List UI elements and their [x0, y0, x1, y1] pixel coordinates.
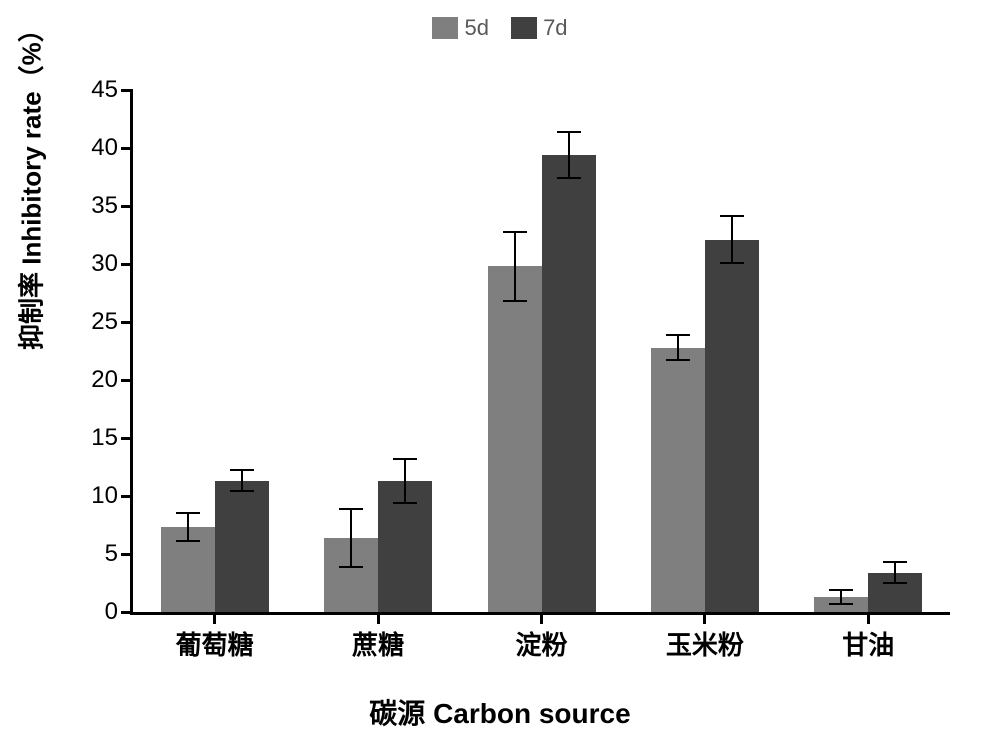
error-bar	[894, 562, 896, 583]
y-tick-label: 25	[73, 308, 118, 336]
error-cap	[230, 469, 254, 471]
legend: 5d 7d	[0, 15, 1000, 45]
y-tick	[121, 321, 133, 324]
x-tick	[213, 612, 216, 624]
y-tick-label: 5	[73, 540, 118, 568]
y-tick	[121, 379, 133, 382]
y-tick-label: 15	[73, 424, 118, 452]
y-tick-label: 30	[73, 250, 118, 278]
error-cap	[393, 458, 417, 460]
legend-item-5d: 5d	[432, 15, 488, 41]
error-bar	[350, 509, 352, 567]
plot-area: 051015202530354045葡萄糖蔗糖淀粉玉米粉甘油	[130, 90, 950, 615]
error-cap	[339, 566, 363, 568]
y-tick	[121, 495, 133, 498]
x-tick	[377, 612, 380, 624]
error-bar	[677, 335, 679, 361]
x-tick-label: 蔗糖	[352, 625, 404, 662]
error-cap	[557, 177, 581, 179]
y-tick	[121, 611, 133, 614]
error-bar	[840, 590, 842, 604]
error-cap	[339, 508, 363, 510]
error-cap	[503, 300, 527, 302]
y-axis-label: 抑制率 Inhibitory rate（%）	[12, 16, 49, 350]
x-tick-label: 葡萄糖	[176, 625, 254, 662]
y-tick	[121, 553, 133, 556]
y-tick-label: 0	[73, 598, 118, 626]
y-tick	[121, 437, 133, 440]
bar-7d	[542, 155, 596, 612]
error-bar	[404, 459, 406, 503]
y-tick	[121, 147, 133, 150]
bar-5d	[651, 348, 705, 612]
y-tick-label: 40	[73, 134, 118, 162]
error-cap	[720, 262, 744, 264]
legend-swatch-5d	[432, 17, 458, 39]
chart-container: 5d 7d 抑制率 Inhibitory rate（%） 05101520253…	[0, 0, 1000, 750]
error-cap	[829, 603, 853, 605]
error-cap	[883, 561, 907, 563]
error-bar	[568, 132, 570, 178]
bar-7d	[705, 240, 759, 612]
error-cap	[393, 502, 417, 504]
error-cap	[557, 131, 581, 133]
error-cap	[829, 589, 853, 591]
error-bar	[187, 513, 189, 541]
x-tick	[540, 612, 543, 624]
error-cap	[176, 512, 200, 514]
y-tick-label: 10	[73, 482, 118, 510]
x-tick	[703, 612, 706, 624]
bar-7d	[215, 481, 269, 612]
x-tick	[867, 612, 870, 624]
y-tick	[121, 205, 133, 208]
y-tick	[121, 263, 133, 266]
bar-5d	[488, 266, 542, 612]
legend-swatch-7d	[511, 17, 537, 39]
x-tick-label: 玉米粉	[666, 625, 744, 662]
error-cap	[883, 582, 907, 584]
y-tick-label: 35	[73, 192, 118, 220]
error-bar	[514, 232, 516, 302]
legend-label-7d: 7d	[543, 15, 567, 41]
error-cap	[230, 490, 254, 492]
y-tick	[121, 89, 133, 92]
error-cap	[176, 540, 200, 542]
legend-label-5d: 5d	[464, 15, 488, 41]
x-tick-label: 淀粉	[515, 625, 567, 662]
x-axis-label: 碳源 Carbon source	[0, 692, 1000, 732]
legend-item-7d: 7d	[511, 15, 567, 41]
error-cap	[720, 215, 744, 217]
error-bar	[241, 470, 243, 491]
y-tick-label: 45	[73, 76, 118, 104]
error-cap	[666, 334, 690, 336]
error-bar	[731, 216, 733, 262]
error-cap	[503, 231, 527, 233]
y-tick-label: 20	[73, 366, 118, 394]
error-cap	[666, 359, 690, 361]
x-tick-label: 甘油	[842, 625, 894, 662]
